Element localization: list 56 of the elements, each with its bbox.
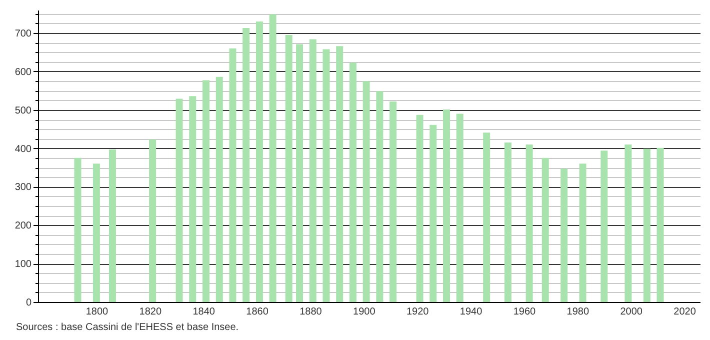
bar — [242, 28, 250, 302]
x-tick-label: 2000 — [620, 306, 643, 318]
bar — [483, 132, 490, 302]
x-tick-label: 1800 — [86, 306, 108, 318]
bar — [285, 34, 292, 302]
bar — [390, 101, 397, 302]
bar — [296, 44, 304, 302]
bar — [256, 22, 263, 302]
bar — [309, 39, 316, 302]
y-tick-label: 600 — [14, 66, 32, 78]
bar — [560, 168, 568, 302]
bar — [189, 96, 196, 302]
y-tick-label: 400 — [14, 144, 32, 155]
bar — [202, 80, 210, 302]
bar — [92, 164, 100, 302]
bar — [336, 46, 344, 302]
bar — [74, 158, 82, 302]
y-tick-label: 700 — [14, 28, 32, 40]
x-tick-label: 1980 — [566, 306, 590, 318]
source-note: Sources : base Cassini de l'EHESS et base Insee. — [16, 322, 239, 333]
bar — [624, 144, 632, 302]
bar — [108, 149, 116, 302]
bar — [322, 49, 330, 302]
bar — [376, 91, 384, 302]
x-tick-label: 1860 — [246, 306, 269, 318]
bar — [216, 76, 223, 302]
y-tick-label: 500 — [14, 105, 32, 116]
bar — [349, 62, 356, 302]
x-tick-label: 1840 — [192, 306, 216, 318]
x-tick-label: 1820 — [139, 306, 162, 318]
y-tick-label: 100 — [14, 259, 32, 270]
x-tick-label: 1880 — [300, 306, 322, 318]
x-tick-label: 1920 — [406, 306, 430, 318]
y-tick-label: 0 — [26, 298, 32, 308]
bar — [229, 48, 236, 302]
bar — [269, 14, 276, 302]
bar — [656, 148, 664, 302]
bar — [442, 110, 450, 302]
y-tick-label: 300 — [14, 182, 32, 194]
bar — [643, 148, 650, 302]
bar — [149, 139, 156, 302]
bar — [526, 144, 533, 302]
y-tick-label: 200 — [14, 220, 32, 232]
bar — [430, 124, 437, 302]
x-tick-label: 2020 — [674, 306, 696, 318]
bar — [416, 114, 424, 302]
x-tick-label: 1940 — [460, 306, 483, 318]
x-tick-label: 1900 — [353, 306, 376, 318]
x-tick-label: 1960 — [513, 306, 536, 318]
bar — [504, 142, 512, 302]
bar — [579, 164, 586, 302]
bar — [176, 98, 183, 302]
bar — [542, 158, 549, 302]
bar — [600, 150, 608, 302]
bar — [362, 81, 370, 302]
bar — [456, 114, 464, 302]
